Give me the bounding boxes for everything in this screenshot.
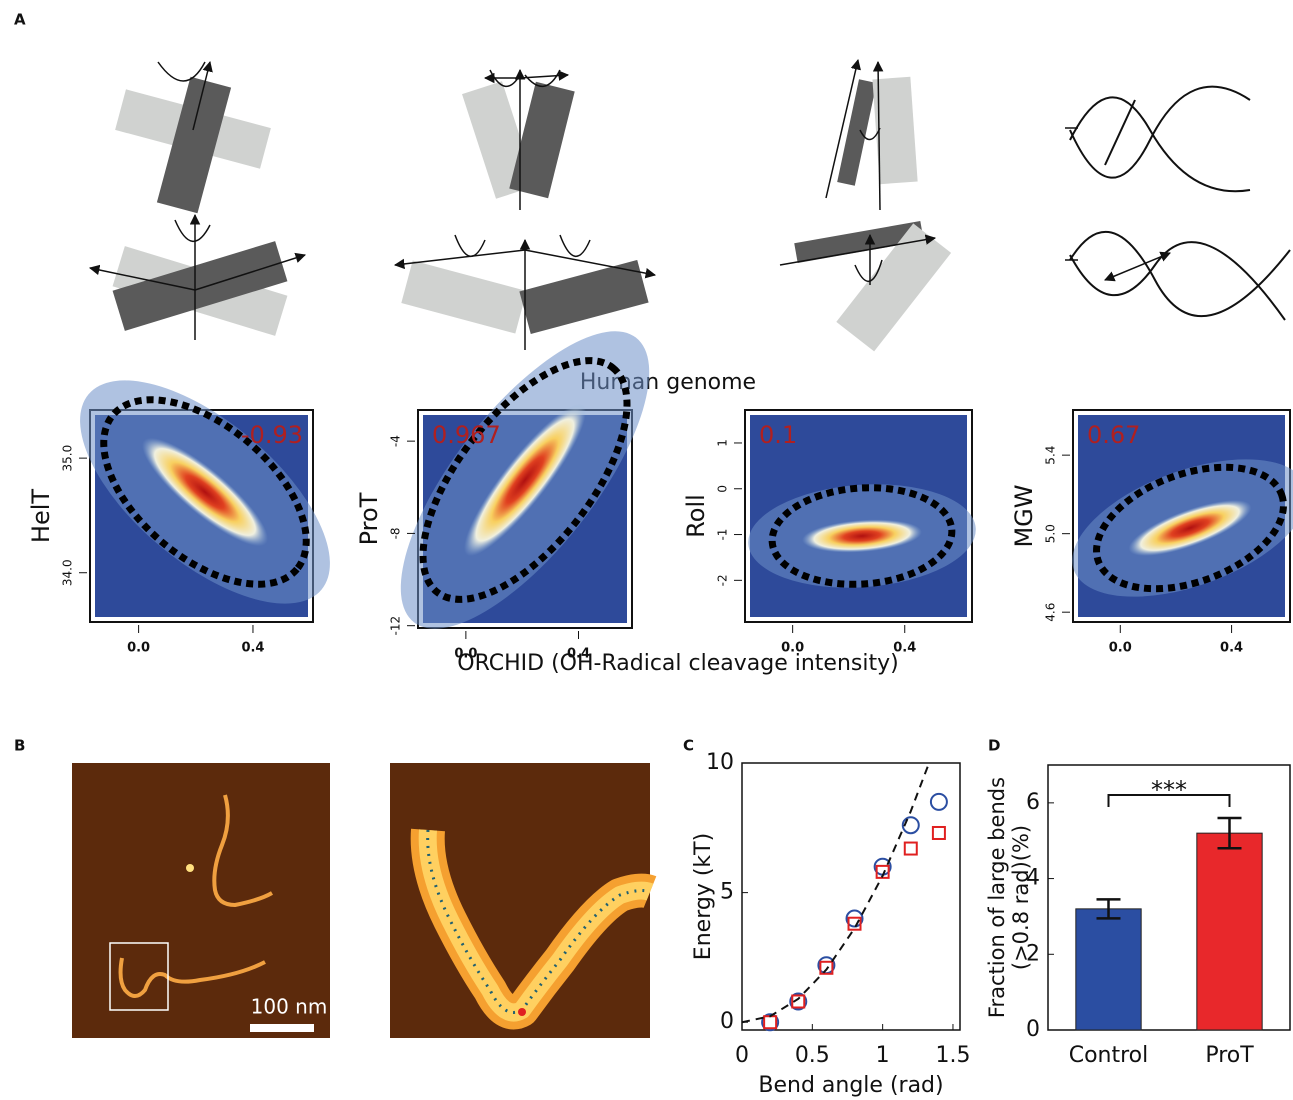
x-axis-label: Bend angle (rad) [758, 1073, 943, 1098]
y-tick-label: 34.0 [61, 559, 75, 586]
y-tick-label: -8 [389, 527, 403, 539]
y-tick-label: 5.4 [1044, 446, 1058, 465]
y-axis-label: MGW [1010, 484, 1038, 547]
plot-frame [742, 763, 960, 1030]
y-tick-label: 10 [706, 750, 734, 775]
data-point [933, 827, 945, 839]
x-tick-label: 0.4 [893, 641, 916, 656]
panel-label: D [988, 737, 1000, 755]
page: {"panel_labels": ["A", "B", "C", "D"], "… [0, 0, 1293, 1100]
panel-label: A [14, 11, 26, 29]
correlation-value: 0.967 [432, 421, 501, 449]
y-tick-label: 0 [1026, 1017, 1040, 1042]
x-tick-label: ProT [1205, 1043, 1254, 1068]
y-tick-label: 0 [716, 485, 730, 493]
y-axis-label: HelT [27, 489, 55, 543]
y-tick-label: -4 [389, 435, 403, 447]
x-tick-label: 0.4 [241, 641, 264, 656]
y-tick-label: 5.0 [1044, 524, 1058, 543]
x-tick-label: Control [1069, 1043, 1149, 1068]
x-tick-label: 0.4 [567, 647, 590, 662]
y-axis-label: Roll [682, 494, 710, 538]
panel-label: C [683, 737, 694, 755]
x-tick-label: 0.0 [781, 641, 804, 656]
data-point [764, 1016, 776, 1028]
figure: A B C D [0, 0, 1293, 1100]
bar [1076, 909, 1141, 1030]
correlation-value: 0.1 [759, 421, 797, 449]
fit-curve [742, 763, 929, 1022]
x-tick-label: 1.5 [935, 1043, 970, 1068]
y-tick-label: 6 [1026, 790, 1040, 815]
bar [1197, 833, 1262, 1030]
y-axis-label: ProT [355, 492, 383, 545]
x-tick-label: 0.0 [454, 647, 477, 662]
data-point [931, 794, 947, 810]
x-tick-label: 0.0 [1109, 641, 1132, 656]
correlation-value: 0.67 [1087, 421, 1140, 449]
y-tick-label: 35.0 [61, 445, 75, 472]
y-axis-label: (>0.8 rad)(%) [1009, 825, 1033, 970]
x-tick-label: 1 [876, 1043, 890, 1068]
data-point [905, 843, 917, 855]
x-tick-label: 0.5 [795, 1043, 830, 1068]
y-tick-label: 5 [720, 880, 734, 905]
y-tick-label: 0 [720, 1009, 734, 1034]
step-diagrams [90, 60, 1290, 351]
x-axis-label: ORCHID (OH-Radical cleavage intensity) [457, 651, 898, 676]
x-tick-label: 0.0 [127, 641, 150, 656]
y-axis-label: Fraction of large bends [985, 777, 1009, 1018]
y-tick-label: -2 [716, 574, 730, 586]
y-tick-label: 4.6 [1044, 603, 1058, 622]
x-tick-label: 0 [735, 1043, 749, 1068]
scale-bar-label: 100 nm [251, 995, 328, 1019]
significance-label: *** [1151, 776, 1187, 804]
panel-label: B [14, 737, 25, 755]
y-tick-label: 1 [716, 439, 730, 447]
correlation-value: -0.93 [241, 421, 303, 449]
data-point [849, 918, 861, 930]
x-tick-label: 0.4 [1220, 641, 1243, 656]
y-tick-label: -1 [716, 529, 730, 541]
afm-images: 100 nm [72, 763, 650, 1038]
y-tick-label: -12 [389, 616, 403, 636]
y-axis-label: Energy (kT) [691, 833, 716, 960]
